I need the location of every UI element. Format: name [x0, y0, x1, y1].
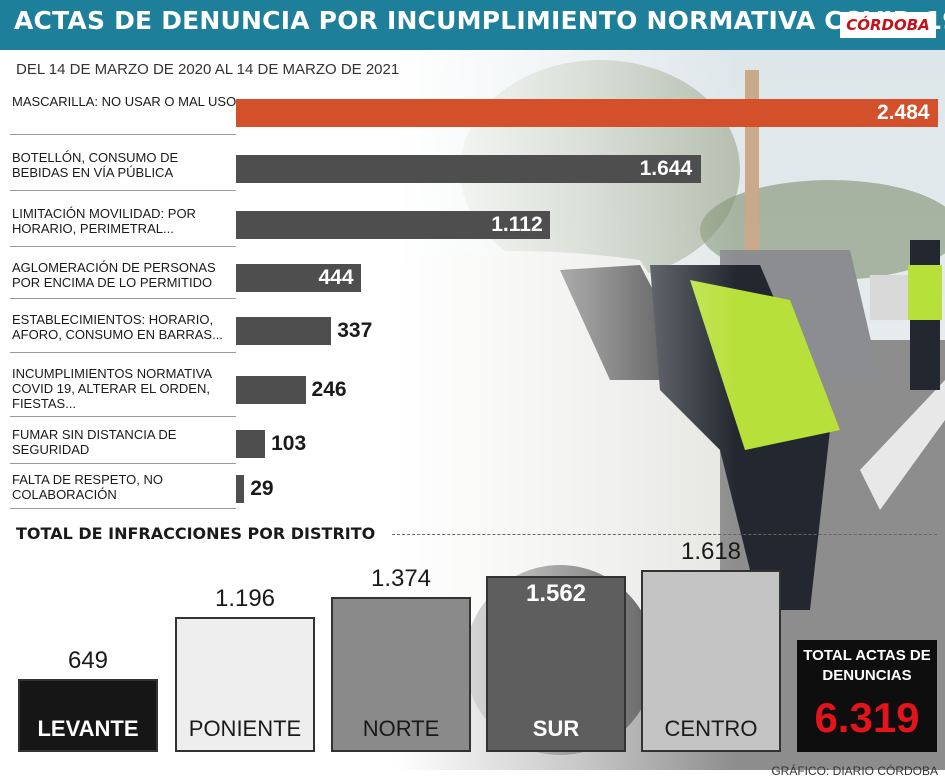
category-label: AGLOMERACIÓN DE PERSONAS POR ENCIMA DE L…	[12, 260, 216, 290]
category-bar	[236, 430, 266, 458]
district-name: CENTRO	[664, 716, 758, 741]
category-bar	[236, 317, 332, 345]
total-box: TOTAL ACTAS DE DENUNCIAS 6.319	[797, 640, 937, 752]
section-divider	[392, 534, 937, 535]
category-label: FUMAR SIN DISTANCIA DE SEGURIDAD	[12, 427, 177, 457]
district-name: NORTE	[362, 716, 440, 741]
category-value: 1.644	[639, 157, 693, 180]
category-bar	[236, 155, 701, 183]
category-bar	[236, 376, 306, 404]
category-label: BOTELLÓN, CONSUMO DE BEBIDAS EN VÍA PÚBL…	[12, 150, 179, 180]
district-value: 1.374	[370, 565, 432, 593]
category-value: 29	[250, 477, 274, 500]
category-bar	[236, 211, 551, 239]
category-bar	[236, 264, 362, 292]
category-value: 444	[318, 266, 354, 289]
district-bar	[175, 617, 315, 752]
total-value: 6.319	[814, 694, 920, 741]
district-value: 1.618	[680, 538, 742, 565]
category-label: ESTABLECIMIENTOS: HORARIO, AFORO, CONSUM…	[12, 312, 223, 342]
row-separator	[10, 416, 236, 417]
district-chart-title: TOTAL DE INFRACCIONES POR DISTRITO	[16, 524, 382, 543]
row-separator	[10, 352, 236, 353]
row-separator	[10, 134, 236, 135]
category-value: 246	[311, 378, 347, 401]
district-name: LEVANTE	[37, 716, 139, 741]
category-value: 2.484	[877, 101, 930, 124]
district-bar	[641, 570, 781, 752]
district-bar	[18, 678, 158, 752]
district-bar	[486, 576, 626, 752]
category-bar	[236, 475, 245, 503]
row-separator	[10, 508, 236, 509]
district-name: PONIENTE	[188, 716, 302, 741]
total-label: TOTAL ACTAS DE DENUNCIAS	[803, 647, 931, 684]
category-label: FALTA DE RESPETO, NO COLABORACIÓN	[12, 472, 163, 502]
background-photo	[0, 50, 945, 770]
district-name: SUR	[532, 716, 580, 741]
row-separator	[10, 246, 236, 247]
category-value: 337	[337, 319, 373, 342]
district-value: 1.196	[214, 585, 276, 613]
brand-logo: CÓRDOBA	[840, 12, 936, 38]
district-value: 649	[67, 646, 109, 674]
row-separator	[10, 298, 236, 299]
graphic-credit: GRÁFICO: DIARIO CÓRDOBA	[771, 764, 938, 778]
page-title: ACTAS DE DENUNCIA POR INCUMPLIMIENTO NOR…	[14, 6, 945, 35]
district-value: 1.562	[525, 580, 587, 608]
category-label: LIMITACIÓN MOVILIDAD: POR HORARIO, PERIM…	[12, 206, 196, 236]
category-label: INCUMPLIMIENTOS NORMATIVA COVID 19, ALTE…	[12, 366, 212, 411]
date-range-subtitle: DEL 14 DE MARZO DE 2020 AL 14 DE MARZO D…	[16, 61, 400, 78]
category-label: MASCARILLA: NO USAR O MAL USO	[12, 94, 237, 109]
row-separator	[10, 463, 236, 464]
category-bar	[236, 99, 938, 127]
category-value: 103	[271, 432, 307, 455]
district-bar	[331, 597, 471, 752]
header-bar: ACTAS DE DENUNCIA POR INCUMPLIMIENTO NOR…	[0, 0, 945, 50]
category-value: 1.112	[491, 213, 543, 236]
row-separator	[10, 190, 236, 191]
